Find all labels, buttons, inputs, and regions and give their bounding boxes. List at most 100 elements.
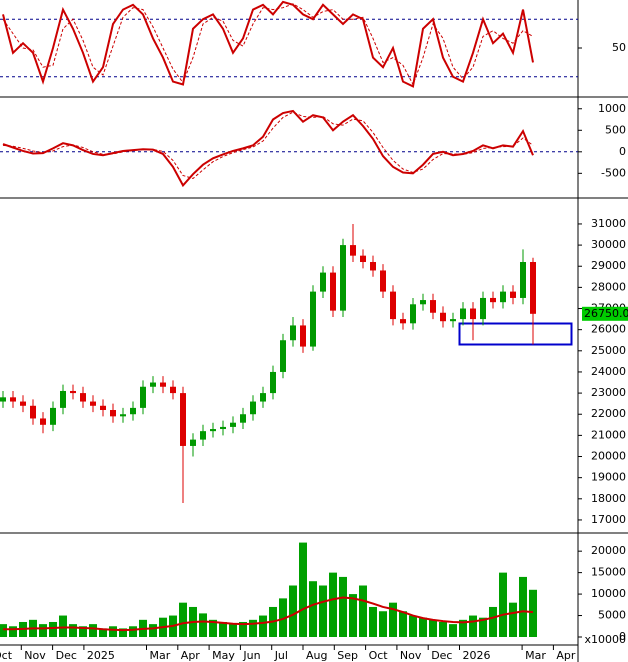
y-tick-label: 1000 bbox=[598, 102, 626, 115]
x-tick-label: Jun bbox=[242, 649, 260, 662]
y-tick-label: 18000 bbox=[591, 492, 626, 505]
candle-body bbox=[40, 418, 46, 425]
volume-bar bbox=[529, 589, 537, 637]
volume-bar bbox=[429, 619, 437, 637]
volume-bar bbox=[479, 617, 487, 637]
y-tick-label: 15000 bbox=[591, 566, 626, 579]
volume-bar bbox=[59, 615, 67, 637]
candle-body bbox=[510, 291, 516, 298]
candle-body bbox=[60, 390, 66, 408]
y-tick-label: 31000 bbox=[591, 217, 626, 230]
y-tick-label: 0 bbox=[619, 630, 626, 643]
signal-line bbox=[2, 3, 534, 86]
volume-bar bbox=[419, 617, 427, 637]
highlight-box bbox=[458, 322, 573, 346]
volume-bar bbox=[119, 628, 127, 637]
candle-body bbox=[530, 262, 536, 314]
x-tick-label: Sep bbox=[337, 649, 358, 662]
volume-bar bbox=[309, 581, 317, 637]
volume-bar bbox=[69, 624, 77, 637]
volume-bar bbox=[179, 602, 187, 637]
candle-body bbox=[240, 414, 246, 423]
volume-bar bbox=[339, 576, 347, 637]
last-price-box bbox=[582, 306, 628, 321]
volume-bar bbox=[489, 606, 497, 637]
volume-bar bbox=[249, 619, 257, 637]
x-tick-label: Mar bbox=[150, 649, 171, 662]
candle-body bbox=[450, 319, 456, 322]
volume-bar bbox=[109, 626, 117, 637]
candle-body bbox=[390, 291, 396, 320]
candle-body bbox=[110, 410, 116, 417]
x-tick-label: 2025 bbox=[87, 649, 115, 662]
candle-body bbox=[410, 304, 416, 324]
candle-body bbox=[260, 393, 266, 402]
y-tick-label: 0 bbox=[619, 145, 626, 158]
volume-bar bbox=[239, 621, 247, 637]
volume-bar bbox=[359, 585, 367, 637]
candle-body bbox=[270, 371, 276, 394]
volume-bar bbox=[209, 619, 217, 637]
volume-ma-line bbox=[3, 596, 534, 632]
candle-body bbox=[250, 401, 256, 415]
y-tick-label: 19000 bbox=[591, 471, 626, 484]
volume-bar bbox=[149, 624, 157, 637]
candle-body bbox=[430, 300, 436, 313]
y-tick-label: 20000 bbox=[591, 544, 626, 557]
candle-body bbox=[230, 422, 236, 427]
candle-body bbox=[520, 262, 526, 298]
y-tick-label: 25000 bbox=[591, 344, 626, 357]
candle-body bbox=[420, 300, 426, 305]
candle-body bbox=[130, 407, 136, 415]
volume-bar bbox=[129, 626, 137, 637]
x-tick-label: May bbox=[212, 649, 235, 662]
volume-bar bbox=[89, 624, 97, 637]
volume-bar bbox=[509, 602, 517, 637]
candle-body bbox=[190, 439, 196, 446]
x-tick-label: Oct bbox=[369, 649, 389, 662]
candle-body bbox=[290, 325, 296, 341]
x-tick-label: Mar bbox=[525, 649, 546, 662]
y-tick-label: 30000 bbox=[591, 238, 626, 251]
y-tick-label: 10000 bbox=[591, 587, 626, 600]
volume-bar bbox=[259, 615, 267, 637]
candle-body bbox=[20, 401, 26, 406]
x-tick-label: Apr bbox=[181, 649, 201, 662]
y-tick-label: 22000 bbox=[591, 407, 626, 420]
x-tick-label: Dec bbox=[431, 649, 452, 662]
last-price-label: 26750.00 bbox=[584, 307, 628, 320]
volume-bar bbox=[349, 594, 357, 637]
y-tick-label: 500 bbox=[605, 123, 626, 136]
y-tick-label: 26000 bbox=[591, 323, 626, 336]
volume-bar bbox=[499, 572, 507, 637]
y-tick-label: 21000 bbox=[591, 428, 626, 441]
x-tick-label: Dec bbox=[56, 649, 77, 662]
candle-body bbox=[200, 431, 206, 440]
volume-bar bbox=[219, 621, 227, 637]
volume-bar bbox=[369, 606, 377, 637]
volume-bar bbox=[289, 585, 297, 637]
volume-bar bbox=[299, 542, 307, 637]
x-tick-label: Aug bbox=[306, 649, 327, 662]
signal-line bbox=[2, 111, 534, 180]
volume-bar bbox=[439, 621, 447, 637]
candle-body bbox=[490, 297, 496, 303]
unit-label: x10000 bbox=[584, 633, 626, 646]
volume-bar bbox=[379, 611, 387, 637]
candle-body bbox=[0, 397, 6, 402]
candle-body bbox=[180, 393, 186, 446]
candle-body bbox=[210, 429, 216, 432]
volume-bar bbox=[229, 624, 237, 637]
candle-body bbox=[370, 262, 376, 271]
volume-bar bbox=[319, 585, 327, 637]
y-tick-label: 20000 bbox=[591, 450, 626, 463]
y-tick-label: 23000 bbox=[591, 386, 626, 399]
volume-bar bbox=[519, 576, 527, 637]
candle-body bbox=[30, 405, 36, 419]
y-tick-label: 50 bbox=[612, 41, 626, 54]
x-tick-label: Oct bbox=[0, 649, 13, 662]
x-tick-label: 2026 bbox=[463, 649, 491, 662]
candle-body bbox=[140, 386, 146, 408]
candle-body bbox=[460, 308, 466, 320]
